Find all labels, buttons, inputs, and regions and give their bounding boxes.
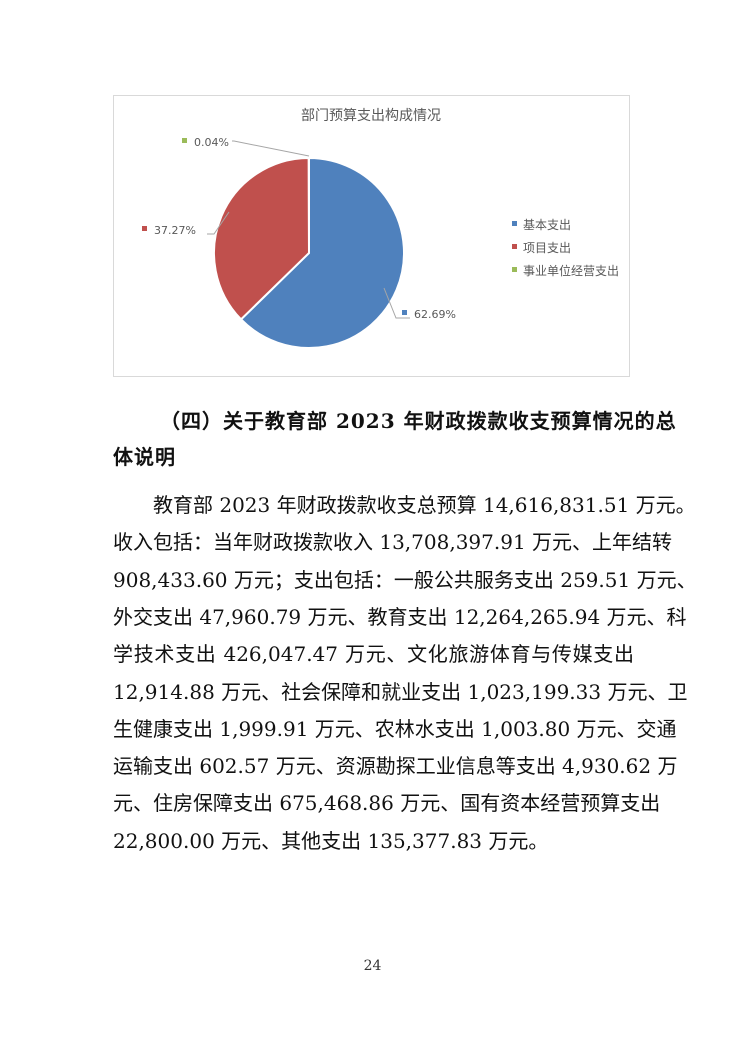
paragraph-line: 运输支出 602.57 万元、资源勘探工业信息等支出 4,930.62 万 xyxy=(113,754,678,779)
legend-entry: 事业单位经营支出 xyxy=(523,263,619,278)
paragraph-line: 908,433.60 万元；支出包括：一般公共服务支出 259.51 万元、 xyxy=(113,567,697,592)
legend-marker xyxy=(512,267,517,272)
leader-line xyxy=(207,211,230,235)
paragraph-line: 教育部 2023 年财政拨款收支总预算 14,616,831.51 万元。 xyxy=(153,493,696,517)
data-label: 0.04% xyxy=(194,136,229,149)
leader-line xyxy=(232,140,310,157)
leader-line xyxy=(383,287,410,319)
pie-chart-svg: 部门预算支出构成情况 62.69% 37.27% 0.04% 基本支出项目支出事业单… xyxy=(142,108,619,349)
label-marker xyxy=(142,226,147,231)
paragraph-line: 收入包括：当年财政拨款收入 13,708,397.91 万元、上年结转 xyxy=(113,530,673,555)
page-number: 24 xyxy=(363,958,382,974)
legend-entry: 项目支出 xyxy=(523,241,571,255)
legend-marker xyxy=(512,244,517,249)
paragraph-line: 元、住房保障支出 675,468.86 万元、国有资本经营预算支出 xyxy=(113,791,661,816)
label-marker xyxy=(402,310,407,315)
label-marker xyxy=(182,138,187,143)
paragraph-line: 学技术支出 426,047.47 万元、文化旅游体育与传媒支出 xyxy=(113,642,634,667)
pie-slice xyxy=(239,156,405,349)
legend-entry: 基本支出 xyxy=(523,218,571,232)
data-label: 62.69% xyxy=(414,308,456,321)
section-heading-line-1: （四）关于教育部 2023 年财政拨款收支预算情况的总 xyxy=(160,409,677,433)
legend-marker xyxy=(512,221,517,226)
paragraph-line: 22,800.00 万元、其他支出 135,377.83 万元。 xyxy=(113,828,549,853)
paragraph-line: 外交支出 47,960.79 万元、教育支出 12,264,265.94 万元、… xyxy=(113,604,687,629)
paragraph-line: 生健康支出 1,999.91 万元、农林水支出 1,003.80 万元、交通 xyxy=(113,716,677,741)
pie-chart: 部门预算支出构成情况 62.69% 37.27% 0.04% 基本支出项目支出事业单… xyxy=(113,95,630,377)
pie-slice xyxy=(213,156,311,321)
data-label: 37.27% xyxy=(154,224,196,237)
chart-title: 部门预算支出构成情况 xyxy=(301,108,441,124)
paragraph-line: 12,914.88 万元、社会保障和就业支出 1,023,199.33 万元、卫 xyxy=(113,679,688,704)
section-heading-line-2: 体说明 xyxy=(113,445,176,469)
